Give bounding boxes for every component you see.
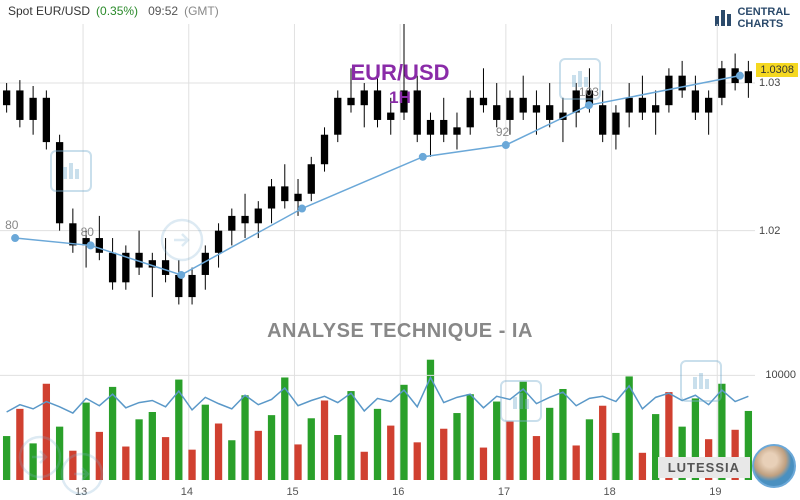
- x-tick: 15: [286, 486, 298, 498]
- grid-watermark-icon: [680, 360, 722, 402]
- timeframe-title: 1H: [350, 88, 449, 108]
- pair-title: EUR/USD: [350, 60, 449, 86]
- x-tick: 14: [181, 486, 193, 498]
- x-tick: 19: [709, 486, 721, 498]
- x-axis: 13141516171819: [0, 480, 755, 500]
- timezone-label: (GMT): [184, 4, 219, 18]
- current-price-tag: 1.0308: [756, 63, 798, 77]
- x-tick: 18: [604, 486, 616, 498]
- time-label: 09:52: [148, 4, 178, 18]
- volume-y-tick: 10000: [765, 369, 796, 381]
- indicator-label: 80: [81, 225, 94, 239]
- doc-watermark-icon: [500, 380, 542, 422]
- symbol-label: Spot EUR/USD: [8, 4, 90, 18]
- chart-title-overlay: EUR/USD 1H: [350, 60, 449, 108]
- y-axis: 1.02 1.031.0308 10000: [755, 24, 800, 480]
- arrow-watermark-icon: [60, 452, 104, 496]
- arrow-watermark-icon: [18, 435, 62, 479]
- change-pct: (0.35%): [96, 4, 138, 18]
- indicator-label: 80: [5, 218, 18, 232]
- x-tick: 16: [392, 486, 404, 498]
- chart-header: Spot EUR/USD (0.35%) 09:52 (GMT): [0, 0, 800, 22]
- logo-line1: CENTRAL: [737, 6, 790, 18]
- subtitle-overlay: ANALYSE TECHNIQUE - IA: [267, 320, 533, 343]
- x-tick: 17: [498, 486, 510, 498]
- indicator-label: 92: [496, 125, 509, 139]
- y-tick: 1.02: [759, 225, 780, 237]
- chart-watermark-icon: [50, 150, 92, 192]
- y-tick: 1.03: [759, 77, 780, 89]
- indicator-label: 103: [579, 85, 599, 99]
- arrow-watermark-icon: [160, 218, 204, 262]
- brand-tag: LUTESSIA: [658, 457, 750, 478]
- avatar-icon[interactable]: [752, 444, 796, 488]
